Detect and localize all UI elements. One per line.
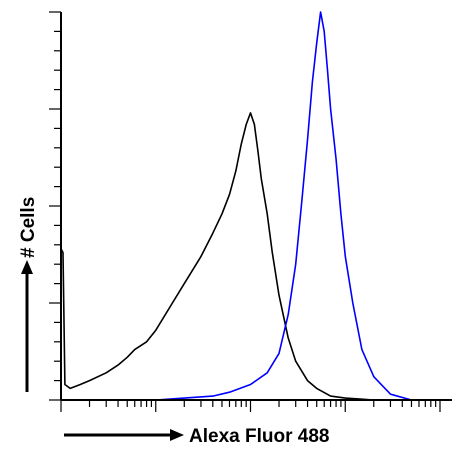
series-line-2 <box>155 11 412 401</box>
series-layer <box>60 11 412 401</box>
x-axis-arrow-head <box>170 429 184 441</box>
series-line-1 <box>60 112 374 401</box>
x-axis-label: Alexa Fluor 488 <box>189 426 329 447</box>
y-axis-label: # Cells <box>18 197 39 258</box>
y-axis-arrow-head <box>21 260 33 274</box>
tick-marks <box>49 11 441 412</box>
